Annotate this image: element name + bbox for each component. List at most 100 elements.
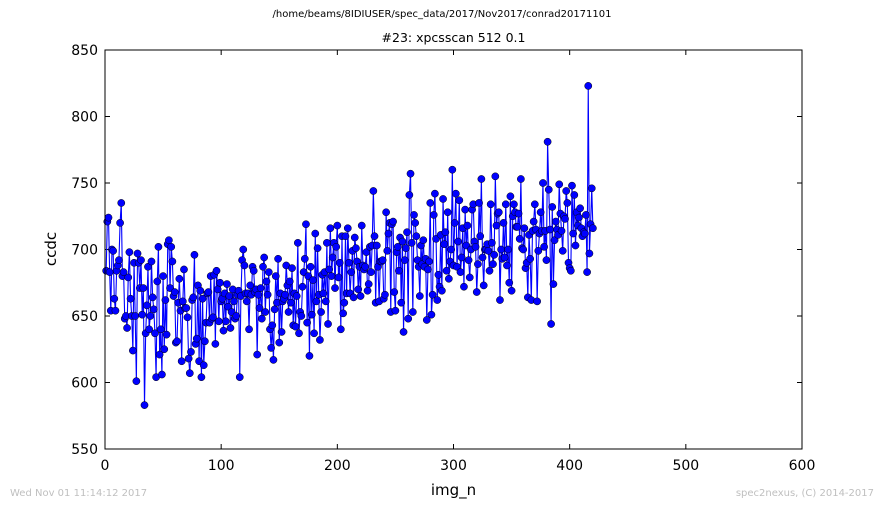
data-point: [548, 203, 557, 211]
footer-credit: spec2nexus, (C) 2014-2017: [735, 488, 874, 499]
data-point: [341, 232, 350, 241]
data-point: [425, 257, 433, 266]
data-point: [214, 317, 223, 326]
data-point: [335, 258, 344, 267]
data-point: [568, 181, 576, 190]
data-point: [500, 253, 509, 262]
data-point: [264, 268, 273, 276]
data-point: [269, 356, 278, 364]
chart-title: #23: xpcsscan 512 0.1: [382, 30, 526, 45]
data-point: [154, 242, 163, 251]
data-point: [510, 200, 518, 209]
data-point: [451, 189, 460, 198]
data-point: [199, 361, 208, 370]
data-point: [585, 249, 594, 258]
data-point: [151, 329, 159, 338]
data-point: [465, 273, 474, 282]
data-point: [192, 334, 201, 343]
data-point: [165, 236, 173, 245]
data-point: [354, 285, 363, 294]
y-tick-label: 700: [71, 243, 98, 259]
data-point: [295, 329, 303, 338]
data-point: [223, 280, 231, 288]
data-point: [404, 314, 413, 323]
y-tick-label: 650: [71, 309, 98, 325]
data-point: [221, 317, 230, 326]
data-point: [225, 292, 234, 300]
data-point: [536, 208, 545, 217]
data-point: [587, 184, 596, 193]
y-tick-label: 850: [71, 43, 98, 59]
x-tick-label: 200: [324, 458, 351, 474]
data-point: [546, 225, 554, 234]
data-point: [461, 205, 469, 214]
data-point: [270, 305, 279, 314]
data-point: [305, 352, 314, 360]
data-point: [158, 370, 166, 379]
data-point: [319, 289, 328, 298]
data-point: [350, 233, 359, 242]
data-point: [259, 262, 267, 271]
data-point: [557, 227, 566, 235]
data-point: [175, 274, 184, 283]
data-point: [119, 268, 128, 276]
data-point: [185, 369, 194, 378]
data-point: [410, 211, 418, 219]
data-point: [317, 308, 325, 316]
data-point: [160, 345, 169, 354]
data-point: [204, 288, 213, 296]
data-point: [182, 304, 191, 312]
data-point: [497, 245, 505, 254]
data-point: [489, 260, 497, 268]
data-point: [230, 297, 238, 306]
data-point: [393, 242, 402, 251]
data-point: [566, 266, 575, 275]
data-point: [284, 308, 293, 316]
data-point: [138, 310, 147, 319]
data-point: [555, 180, 564, 189]
data-point: [239, 245, 248, 254]
data-point: [219, 326, 228, 335]
x-tick-label: 0: [101, 458, 110, 474]
data-point: [260, 253, 268, 262]
data-point: [155, 350, 164, 359]
data-point: [325, 265, 334, 274]
data-point: [367, 268, 375, 276]
data-point: [198, 294, 207, 303]
data-point: [503, 261, 511, 270]
data-point: [132, 377, 141, 386]
data-point: [570, 191, 579, 199]
data-point: [402, 244, 410, 253]
data-point: [104, 213, 113, 222]
series-layer: [102, 82, 597, 409]
data-point: [246, 281, 255, 290]
data-point: [255, 304, 264, 312]
data-point: [448, 165, 457, 174]
y-tick-label: 800: [71, 110, 98, 126]
data-point: [111, 306, 120, 315]
data-point: [453, 262, 461, 271]
data-point: [519, 245, 528, 254]
data-point: [408, 308, 417, 316]
data-point: [224, 302, 232, 311]
data-point: [142, 301, 151, 310]
data-point: [456, 268, 465, 276]
data-point: [513, 223, 522, 231]
data-point: [504, 245, 512, 254]
data-point: [268, 321, 277, 330]
data-point: [147, 257, 156, 266]
data-point: [506, 192, 515, 201]
data-point: [460, 282, 468, 291]
data-point: [431, 189, 439, 198]
data-point: [324, 320, 332, 328]
data-point: [561, 215, 569, 223]
data-point: [397, 298, 406, 307]
data-point: [213, 285, 222, 294]
data-point: [475, 199, 483, 207]
data-point: [517, 175, 525, 183]
data-point: [472, 288, 481, 296]
data-point: [445, 274, 453, 283]
data-point: [547, 320, 555, 328]
data-point: [117, 199, 126, 207]
data-point: [384, 229, 393, 238]
